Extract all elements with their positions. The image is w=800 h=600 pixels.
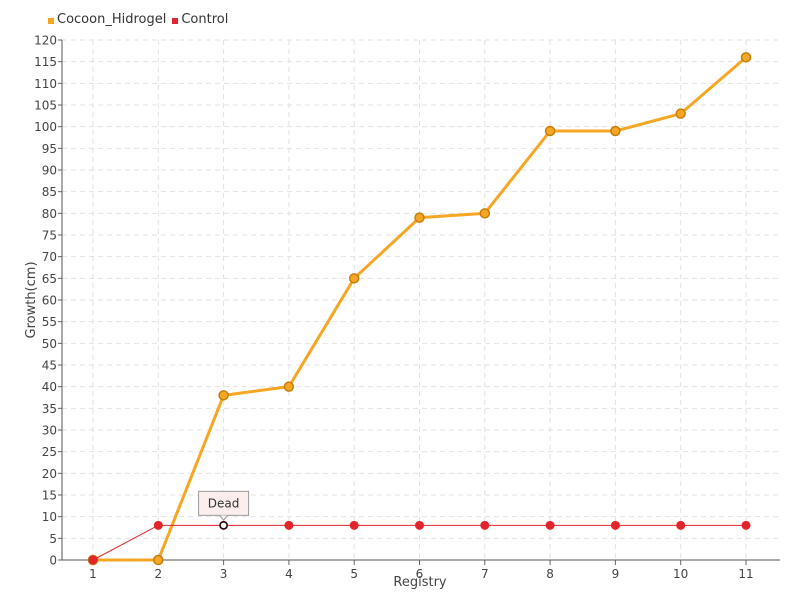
data-point-control[interactable] [610,520,620,530]
y-tick-label: 70 [42,250,57,264]
data-point-control[interactable] [153,520,163,530]
x-tick-label: 10 [673,567,688,581]
y-tick-label: 60 [42,294,57,308]
x-tick-label: 9 [612,567,620,581]
y-tick-label: 105 [34,99,57,113]
data-point-cocoon-hidrogel[interactable] [675,108,686,119]
x-tick-label: 4 [285,567,293,581]
y-tick-label: 100 [34,120,57,134]
annotated-point-marker[interactable] [219,521,228,530]
legend-swatch-cocoon-hidrogel [48,18,54,24]
y-tick-label: 35 [42,402,57,416]
axes: 0510152025303540455055606570758085909510… [34,34,780,581]
legend-swatch-control [172,18,179,24]
y-tick-label: 5 [49,532,57,546]
x-tick-label: 5 [350,567,358,581]
x-tick-label: 1 [89,567,97,581]
x-axis-title: Registry [393,575,447,590]
y-tick-label: 85 [42,185,57,199]
x-tick-label: 8 [546,567,554,581]
data-point-control[interactable] [284,520,294,530]
y-tick-label: 45 [42,359,57,373]
y-tick-label: 0 [49,554,57,568]
data-point-control[interactable] [415,520,424,530]
data-point-cocoon-hidrogel[interactable] [218,390,229,401]
data-point-control[interactable] [741,520,751,530]
data-point-control[interactable] [480,520,490,530]
legend: Cocoon_Hidrogel Control [48,12,234,27]
data-point-cocoon-hidrogel[interactable] [414,212,425,223]
x-tick-label: 2 [154,567,162,581]
y-tick-label: 65 [42,272,57,286]
legend-label-control: Control [181,12,229,27]
y-tick-label: 75 [42,229,57,243]
y-tick-label: 25 [42,445,57,459]
data-point-cocoon-hidrogel[interactable] [610,125,621,137]
y-tick-label: 50 [42,337,57,351]
data-point-cocoon-hidrogel[interactable] [348,273,360,284]
y-tick-label: 30 [42,424,57,438]
x-tick-label: 7 [481,567,489,581]
y-tick-label: 80 [42,207,57,221]
y-tick-label: 115 [34,55,57,69]
data-point-control[interactable] [545,520,555,530]
y-tick-label: 95 [42,142,57,156]
y-tick-label: 40 [42,380,57,394]
data-point-control[interactable] [676,520,686,530]
data-point-cocoon-hidrogel[interactable] [544,125,556,137]
x-tick-label: 11 [738,567,753,581]
y-tick-label: 110 [34,77,57,91]
annotation-label: Dead [208,496,240,510]
data-point-cocoon-hidrogel[interactable] [153,554,164,566]
y-tick-label: 90 [42,164,57,178]
y-tick-label: 55 [42,315,57,329]
data-point-cocoon-hidrogel[interactable] [283,381,295,392]
annotation-callout-pointer [219,515,228,522]
x-tick-label: 6 [416,567,424,581]
y-tick-label: 10 [42,510,57,524]
legend-item-control[interactable]: Control [172,12,228,27]
y-axis-title: Growth(cm) [24,261,39,338]
data-point-cocoon-hidrogel[interactable] [740,52,752,63]
x-tick-label: 3 [220,567,228,581]
y-tick-label: 15 [42,489,57,503]
annotations: Dead [198,490,250,530]
data-point-cocoon-hidrogel[interactable] [479,208,491,219]
data-point-control[interactable] [349,520,359,530]
grid [62,39,780,560]
y-tick-label: 120 [34,34,57,48]
data-point-control[interactable] [88,555,98,565]
legend-label-cocoon-hidrogel: Cocoon_Hidrogel [57,12,167,27]
y-tick-label: 20 [42,467,57,481]
series-lines [87,52,752,566]
legend-item-cocoon-hidrogel[interactable]: Cocoon_Hidrogel [48,12,166,27]
